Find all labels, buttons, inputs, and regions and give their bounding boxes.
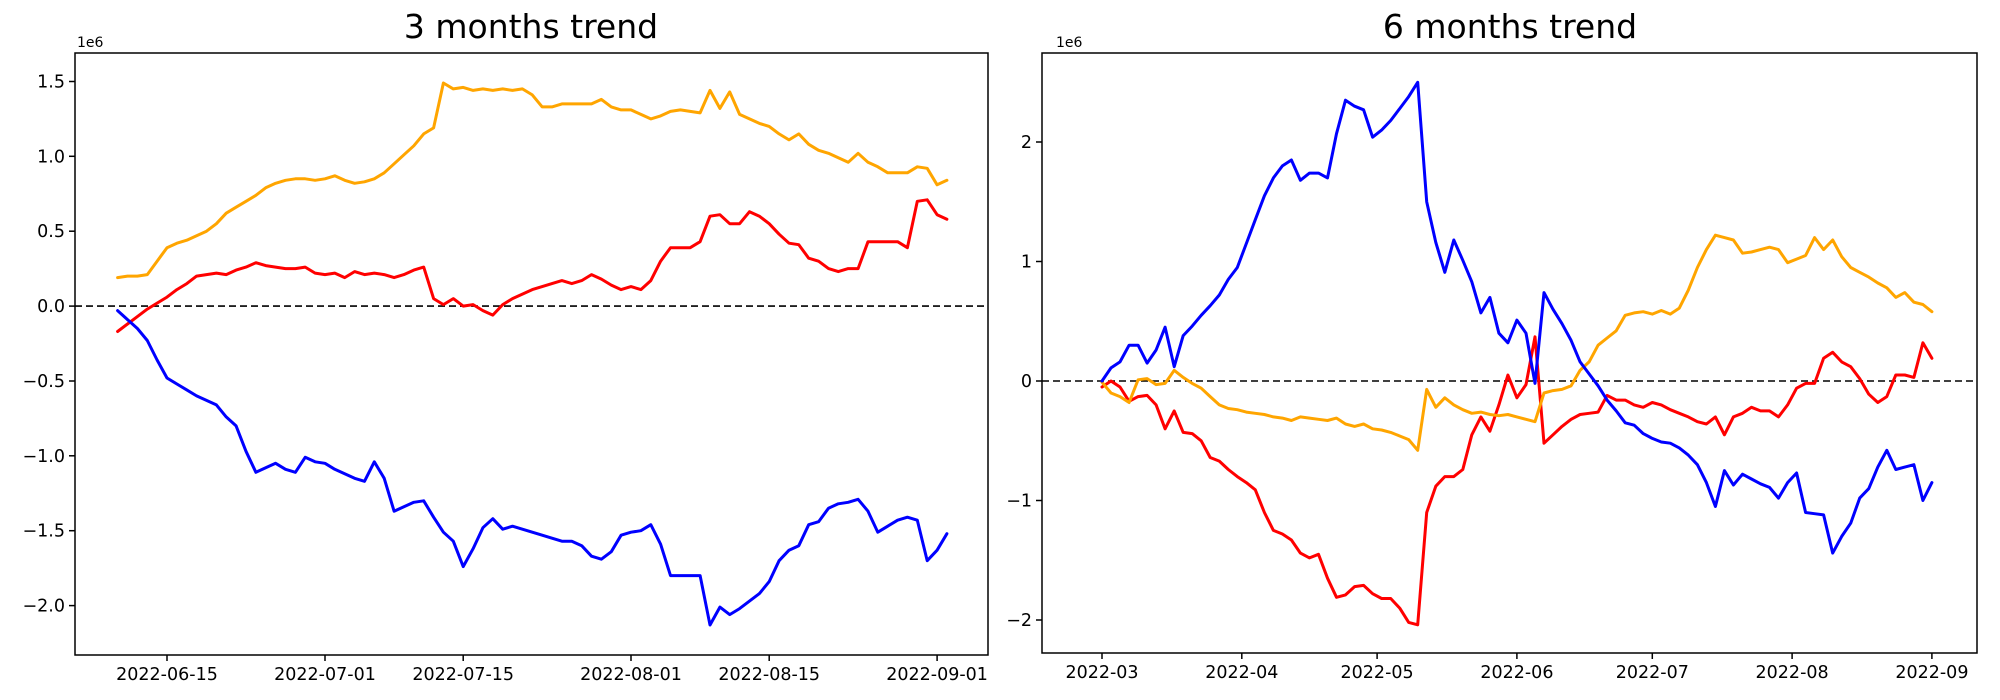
y-tick-label: −1 [1006,492,1032,512]
y-axis-offset-label: 1e6 [1056,35,1083,51]
y-tick-label: 0.0 [37,297,65,317]
plot-area: 2022-06-15 2022-07-01 2022-07-15 2022-08-01… [23,52,989,685]
chart-title: 6 months trend [1383,7,1637,46]
x-tick-label: 2022-07-15 [412,665,514,685]
y-tick-label: 0.5 [37,222,65,242]
y-tick-label: 1 [1021,253,1032,273]
y-tick-label: −2 [1006,611,1032,631]
y-tick-label: 1.0 [37,147,65,167]
y-tick-label: 0 [1021,372,1032,392]
plot-area: 2022-03 2022-04 2022-05 2022-06 2022-07 2022-… [1006,52,1978,683]
x-tick-label: 2022-08-01 [580,665,682,685]
series-line-orange [1100,233,1934,452]
y-tick-label: 2 [1021,133,1032,153]
x-tick-label: 2022-08-15 [718,665,820,685]
chart-title: 3 months trend [404,7,658,46]
y-tick-label: 1.5 [37,73,65,93]
series-line-blue [1100,80,1934,555]
chart-panel-3-months: 2022-06-15 2022-07-01 2022-07-15 2022-08-01… [23,7,989,685]
x-tick-label: 2022-07 [1616,663,1689,683]
plot-border [74,52,989,656]
y-tick-label: −1.5 [23,522,66,542]
series-line-blue [116,309,949,627]
x-tick-label: 2022-05 [1341,663,1414,683]
y-tick-label: −0.5 [23,372,66,392]
x-tick-label: 2022-04 [1205,663,1278,683]
x-tick-label: 2022-06 [1480,663,1553,683]
x-tick-label: 2022-09-01 [886,665,988,685]
series-line-red [116,198,949,333]
x-tick-label: 2022-08 [1756,663,1829,683]
x-tick-label: 2022-03 [1065,663,1138,683]
chart-panel-6-months: 2022-03 2022-04 2022-05 2022-06 2022-07 2022-… [1000,0,2000,700]
y-axis-offset-label: 1e6 [77,35,104,51]
series-line-orange [116,81,949,280]
x-tick-label: 2022-06-15 [116,665,218,685]
chart-3-months-trend: 2022-06-15 2022-07-01 2022-07-15 2022-08-01… [23,7,989,685]
series-line-red [1100,335,1934,627]
plot-border [1041,52,1978,654]
y-tick-label: −1.0 [23,447,66,467]
x-tick-label: 2022-07-01 [274,665,376,685]
chart-6-months-trend: 2022-03 2022-04 2022-05 2022-06 2022-07 2022-… [1006,7,1978,683]
x-tick-label: 2022-09 [1895,663,1968,683]
y-tick-label: −2.0 [23,597,66,617]
